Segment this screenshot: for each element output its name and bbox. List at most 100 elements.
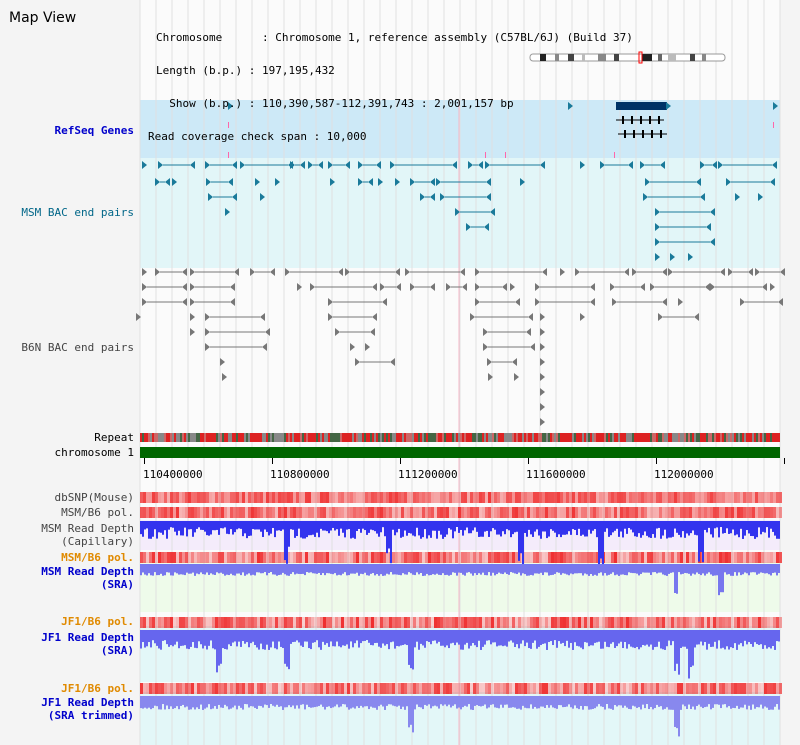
snp-density-cell	[428, 552, 431, 563]
repeat-segment	[616, 433, 618, 442]
snp-density-cell	[575, 492, 578, 503]
depth-bar	[210, 630, 212, 641]
snp-density-cell	[185, 617, 188, 628]
depth-bar	[690, 696, 692, 710]
repeat-segment	[178, 433, 180, 442]
depth-bar	[372, 564, 374, 574]
depth-bar	[148, 521, 150, 539]
depth-bar	[402, 521, 404, 537]
depth-bar	[580, 564, 582, 574]
depth-bar	[762, 564, 764, 573]
depth-bar	[242, 696, 244, 710]
snp-density-cell	[548, 617, 551, 628]
depth-bar	[232, 564, 234, 576]
track-label-msm-b6-pol-1[interactable]: MSM/B6 pol.	[61, 506, 134, 519]
snp-density-cell	[635, 683, 638, 694]
depth-bar	[360, 696, 362, 706]
track-label-dbsnp[interactable]: dbSNP(Mouse)	[54, 491, 134, 504]
depth-bar	[642, 696, 644, 705]
b6n-bac-end	[575, 268, 580, 276]
snp-density-cell	[473, 552, 476, 563]
depth-bar	[314, 630, 316, 643]
snp-density-cell	[374, 617, 377, 628]
depth-bar	[412, 564, 414, 575]
snp-density-cell	[452, 492, 455, 503]
repeat-segment	[764, 433, 766, 442]
snp-density-cell	[191, 492, 194, 503]
depth-bar	[388, 630, 390, 650]
repeat-segment	[702, 433, 704, 442]
depth-bar	[222, 696, 224, 708]
depth-bar	[208, 630, 210, 646]
msm-bac-end	[643, 193, 648, 201]
depth-bar	[198, 564, 200, 575]
depth-bar	[176, 696, 178, 707]
depth-bar	[702, 696, 704, 709]
snp-density-cell	[602, 617, 605, 628]
snp-density-cell	[314, 617, 317, 628]
track-label-msm-depth-sra[interactable]: MSM Read Depth (SRA)	[41, 565, 134, 591]
depth-bar	[652, 630, 654, 650]
depth-bar	[218, 564, 220, 574]
snp-density-cell	[668, 552, 671, 563]
depth-bar	[666, 696, 668, 708]
track-label-b6n-bac[interactable]: B6N BAC end pairs	[21, 341, 134, 354]
depth-bar	[774, 521, 776, 536]
depth-bar	[634, 564, 636, 574]
depth-bar	[726, 696, 728, 708]
depth-bar	[744, 630, 746, 641]
depth-bar	[464, 564, 466, 576]
depth-bar	[380, 564, 382, 575]
repeat-segment	[570, 433, 572, 442]
msm-bac-end	[486, 193, 491, 201]
snp-density-cell	[713, 617, 716, 628]
track-label-msm-depth-capillary[interactable]: MSM Read Depth (Capillary)	[41, 522, 134, 548]
snp-density-cell	[575, 617, 578, 628]
snp-density-cell	[482, 683, 485, 694]
snp-density-cell	[635, 617, 638, 628]
snp-density-cell	[197, 507, 200, 518]
track-label-jf1-b6-pol-2[interactable]: JF1/B6 pol.	[61, 682, 134, 695]
b6n-bac-end	[540, 358, 545, 366]
snp-density-cell	[203, 492, 206, 503]
snp-density-cell	[587, 552, 590, 563]
snp-density-cell	[305, 683, 308, 694]
msm-bac-end	[640, 161, 645, 169]
depth-bar	[248, 564, 250, 574]
depth-bar	[242, 564, 244, 573]
snp-density-cell	[329, 492, 332, 503]
track-label-jf1-b6-pol-1[interactable]: JF1/B6 pol.	[61, 615, 134, 628]
depth-bar	[640, 696, 642, 710]
depth-bar	[368, 696, 370, 710]
depth-bar	[618, 630, 620, 644]
depth-bar	[258, 564, 260, 573]
track-label-jf1-depth-sra[interactable]: JF1 Read Depth (SRA)	[41, 631, 134, 657]
track-label-msm-b6-pol-2[interactable]: MSM/B6 pol.	[61, 551, 134, 564]
b6n-bac-end	[335, 328, 340, 336]
snp-density-cell	[233, 617, 236, 628]
depth-bar	[250, 696, 252, 707]
b6n-bac-end	[560, 268, 565, 276]
depth-bar	[222, 630, 224, 649]
track-label-jf1-depth-trimmed[interactable]: JF1 Read Depth (SRA trimmed)	[41, 696, 134, 722]
snp-density-cell	[719, 683, 722, 694]
snp-density-cell	[278, 617, 281, 628]
repeat-segment	[504, 433, 506, 442]
snp-density-cell	[170, 552, 173, 563]
depth-bar	[232, 521, 234, 535]
snp-density-cell	[173, 683, 176, 694]
depth-bar	[198, 521, 200, 528]
depth-bar	[236, 564, 238, 574]
track-label-refseq[interactable]: RefSeq Genes	[54, 124, 134, 137]
depth-bar	[594, 564, 596, 575]
depth-bar	[418, 521, 420, 536]
depth-bar	[332, 696, 334, 708]
track-label-repeat[interactable]: Repeat	[94, 431, 134, 444]
track-label-chromosome[interactable]: chromosome 1	[54, 446, 134, 459]
track-label-msm-bac[interactable]: MSM BAC end pairs	[21, 206, 134, 219]
depth-bar	[596, 630, 598, 643]
depth-bar	[558, 521, 560, 535]
snp-density-cell	[650, 507, 653, 518]
repeat-segment	[150, 433, 152, 442]
snp-density-cell	[632, 683, 635, 694]
